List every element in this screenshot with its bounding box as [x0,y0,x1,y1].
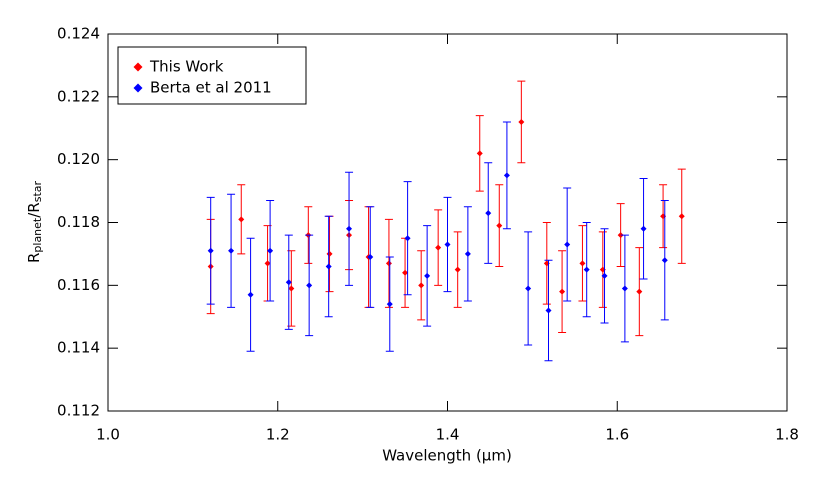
point [525,285,532,292]
legend-label: This Work [149,58,224,76]
point [285,279,292,286]
point [306,282,313,289]
point [247,291,254,298]
point [418,282,425,289]
point [228,247,235,254]
x-tick-label: 1.0 [96,426,120,444]
point [325,263,332,270]
y-tick-label: 0.124 [57,25,100,43]
y-axis-label: Rplanet/Rstar [25,180,45,263]
point [583,266,590,273]
y-tick-label: 0.114 [57,339,100,357]
point [518,118,525,125]
y-tick-label: 0.122 [57,87,100,105]
point [444,241,451,248]
point [402,269,409,276]
point [454,266,461,273]
point [346,225,353,232]
point [545,307,552,314]
x-tick-label: 1.4 [436,426,460,444]
point [496,222,503,229]
legend-marker [133,62,143,72]
y-tick-label: 0.120 [57,150,100,168]
point [386,301,393,308]
point [564,241,571,248]
point [435,244,442,251]
point [385,260,392,267]
point [207,247,214,254]
y-tick-label: 0.116 [57,276,100,294]
y-label-part: /R [25,202,43,217]
x-tick-label: 1.8 [775,426,799,444]
point [367,254,374,261]
point [617,232,624,239]
y-tick-label: 0.112 [57,402,100,420]
point [267,247,274,254]
point [476,150,483,157]
point [579,260,586,267]
point [424,272,431,279]
y-tick-label: 0.118 [57,213,100,231]
point [503,172,510,179]
point [288,285,295,292]
x-tick-label: 1.2 [266,426,290,444]
point [678,213,685,220]
point [485,210,492,217]
y-label-part: R [25,253,43,263]
point [559,288,566,295]
point [621,285,628,292]
point [404,235,411,242]
point [264,260,271,267]
legend-label: Berta et al 2011 [150,79,272,97]
point [636,288,643,295]
x-tick-label: 1.6 [605,426,629,444]
point [661,257,668,264]
point [601,272,608,279]
point [464,250,471,257]
point [326,250,333,257]
y-label-sub: star [31,180,44,202]
legend-box [117,46,307,105]
legend-marker [133,83,143,93]
x-axis-label: Wavelength (μm) [382,447,512,465]
y-label-sub: planet [31,217,44,253]
point [238,216,245,223]
point [640,225,647,232]
